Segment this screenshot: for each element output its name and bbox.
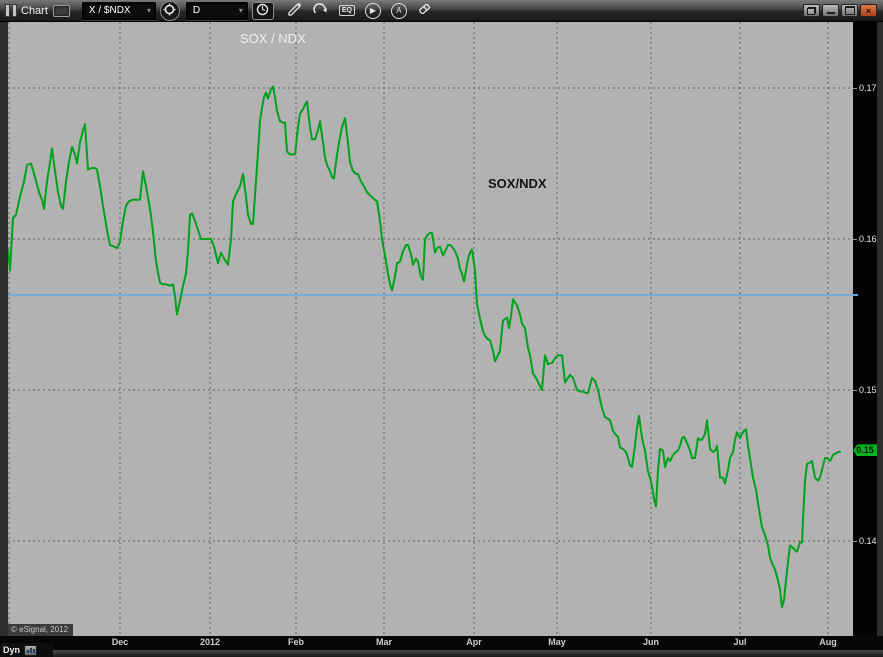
status-bar: Dyn [0,643,53,657]
mini-layout-badge-icon [52,4,70,17]
gear-icon [163,3,176,19]
price-tick-label: 0.15 [859,385,877,395]
dyn-toggle-button[interactable] [24,644,38,656]
restore-button[interactable] [803,4,820,17]
time-tick-label: Aug [819,637,837,647]
minimize-button[interactable] [822,4,839,17]
minimize-icon [826,12,835,14]
time-tick-label: Mar [375,637,393,647]
window-title: Chart [21,4,48,17]
redo-arrow-button[interactable] [309,1,333,21]
chart-app-icon [5,4,17,17]
window-left-frame [0,22,8,636]
close-icon: × [865,5,872,16]
toolbar: Chart X / $NDX ▾ D ▾ [0,0,438,21]
time-tick-label: May [548,637,566,647]
price-tick-label: 0.17 [859,83,877,93]
clock-icon [256,3,269,19]
window-controls: × [803,4,883,17]
eq-bubble-icon: EQ [338,5,355,16]
eraser-icon [417,2,432,19]
time-tick-label: Feb [287,637,305,647]
price-line-series [8,85,841,609]
copyright-label: © eSignal, 2012 [8,624,74,636]
last-price-badge: 0.15 [853,444,877,457]
time-tick-label: Jun [642,637,660,647]
auto-button[interactable]: A [387,1,411,21]
window-right-frame [877,22,883,636]
price-axis[interactable]: 0.17 0.16 0.15 0.14 0.15 [853,22,877,636]
maximize-icon [844,6,855,15]
interval-value: D [192,5,201,16]
mini-bars-icon [26,647,35,655]
window-bottom-frame [0,650,883,657]
time-axis[interactable]: Dec 2012 Feb Mar Apr May Jun Jul Aug [0,636,883,650]
symbol-search-button[interactable] [159,0,180,21]
close-button[interactable]: × [860,4,877,17]
time-tick-label: Apr [466,637,482,647]
quote-bubble-button[interactable]: EQ [335,1,359,21]
interval-select[interactable]: D ▾ [185,1,248,20]
price-tick-mark [853,88,857,89]
symbol-value: X / $NDX [88,5,131,16]
chart-canvas[interactable]: © eSignal, 2012 SOX / NDX SOX/NDX [8,22,853,636]
draw-pencil-button[interactable] [283,1,307,21]
time-tick-label: Dec [111,637,129,647]
auto-circle-icon: A [390,2,407,19]
time-tick-label: Jul [733,637,747,647]
chart-text-annotation-1[interactable]: SOX/NDX [488,176,547,191]
maximize-button[interactable] [841,4,858,17]
eraser-button[interactable] [413,1,437,21]
title-bar: Chart X / $NDX ▾ D ▾ [0,0,883,22]
price-tick-mark [853,541,857,542]
price-tick-label: 0.14 [859,536,877,546]
chevron-down-icon[interactable]: ▾ [146,6,151,15]
curved-arrow-icon [313,2,328,19]
dyn-mode-label: Dyn [3,645,21,655]
chart-text-annotation-0[interactable]: SOX / NDX [240,31,306,46]
price-tick-label: 0.16 [859,234,877,244]
pencil-icon [288,2,302,19]
trendline-axis-tick [853,293,858,296]
restore-icon [807,6,816,15]
time-tick-label: 2012 [199,637,221,647]
play-button[interactable]: ▶ [361,1,385,21]
time-interval-button[interactable] [251,1,274,20]
play-circle-icon: ▶ [364,2,381,19]
chevron-down-icon[interactable]: ▾ [238,6,243,15]
price-tick-mark [853,239,857,240]
symbol-input[interactable]: X / $NDX ▾ [81,1,156,20]
price-tick-mark [853,390,857,391]
